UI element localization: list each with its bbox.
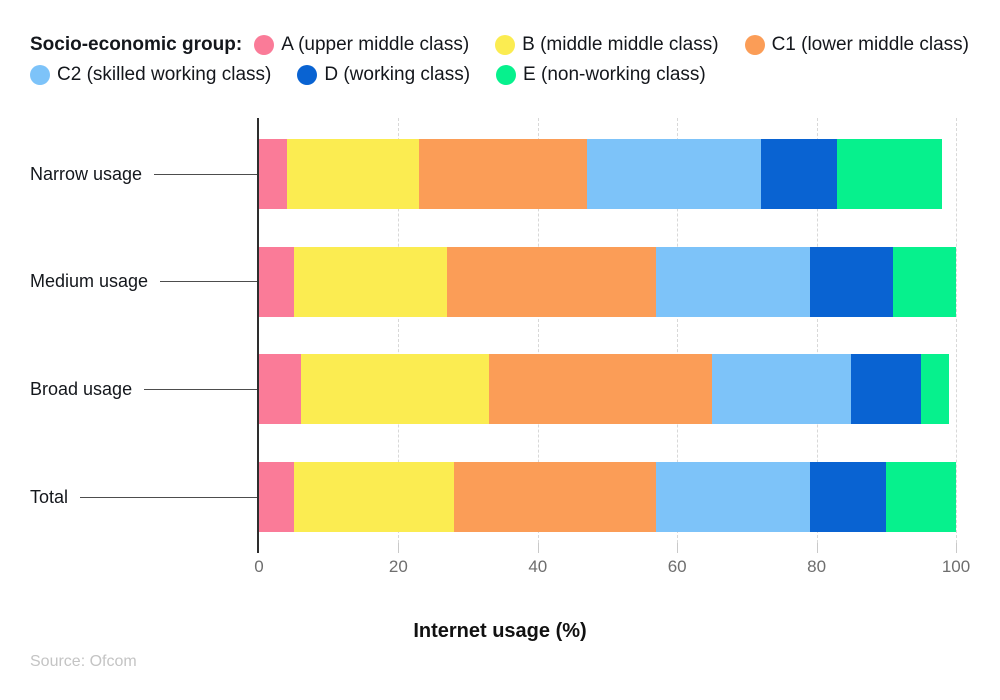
gridline-20 <box>398 118 400 543</box>
bar-segment <box>809 462 887 533</box>
gridline-80 <box>816 118 818 543</box>
bar-segment <box>656 462 810 533</box>
tick-label-40: 40 <box>528 557 548 576</box>
bar-segment <box>293 246 448 317</box>
legend: Socio-economic group: A (upper middle cl… <box>30 30 990 90</box>
category-label: Total <box>30 486 69 507</box>
leader-line <box>144 388 257 390</box>
bar-segment <box>712 354 852 425</box>
category-row: Total <box>30 462 257 532</box>
stacked-bar <box>259 354 949 425</box>
bar-segment <box>259 462 294 533</box>
category-label: Narrow usage <box>30 163 143 184</box>
tick-label-60: 60 <box>667 557 687 576</box>
bar-segment <box>293 462 455 533</box>
legend-swatch-icon <box>496 65 517 85</box>
source-note: Source: Ofcom <box>30 653 137 670</box>
legend-row-2: C2 (skilled working class) D (working cla… <box>30 60 990 90</box>
bar-segment <box>837 139 943 209</box>
axis-tick-80 <box>816 543 818 553</box>
legend-item-label: C1 (lower middle class) <box>771 34 970 55</box>
bar-segment <box>286 139 420 209</box>
bar-segment <box>656 246 810 317</box>
bar-segment <box>454 462 657 533</box>
legend-row-1: Socio-economic group: A (upper middle cl… <box>30 30 990 60</box>
leader-line <box>80 496 257 498</box>
legend-item-label: C2 (skilled working class) <box>57 64 272 85</box>
tick-label-100: 100 <box>941 557 971 576</box>
legend-item-label: D (working class) <box>324 64 471 85</box>
x-axis-title: Internet usage (%) <box>413 620 587 642</box>
legend-item-4: C2 (skilled working class) <box>30 64 271 86</box>
gridline-60 <box>677 118 679 543</box>
legend-swatch-icon <box>495 35 516 55</box>
legend-item-3: C1 (lower middle class) <box>744 34 970 56</box>
bar-segment <box>300 354 489 425</box>
axis-tick-100 <box>956 543 957 553</box>
legend-item-label: B (middle middle class) <box>522 34 719 55</box>
category-label: Medium usage <box>30 271 149 292</box>
category-row: Broad usage <box>30 354 257 424</box>
bar-segment <box>419 139 587 209</box>
bar-segment <box>921 354 949 425</box>
gridline-100 <box>956 118 957 543</box>
tick-label-80: 80 <box>807 557 827 576</box>
legend-swatch-icon <box>254 35 275 55</box>
legend-title: Socio-economic group: <box>30 34 243 55</box>
bar-segment <box>893 246 956 317</box>
bar-segment <box>851 354 922 425</box>
bar-segment <box>760 139 838 209</box>
leader-line <box>160 281 257 283</box>
axis-tick-40 <box>537 543 539 553</box>
bar-segment <box>259 354 301 425</box>
bar-segment <box>447 246 657 317</box>
stacked-bar <box>259 462 956 533</box>
legend-item-5: D (working class) <box>297 64 470 86</box>
bar-segment <box>809 246 894 317</box>
y-axis-line <box>257 118 259 553</box>
category-row: Narrow usage <box>30 139 257 209</box>
stacked-bar <box>259 139 943 209</box>
legend-item-2: B (middle middle class) <box>495 34 719 56</box>
bar-segment <box>489 354 713 425</box>
tick-label-0: 0 <box>254 557 264 576</box>
bar-segment <box>259 246 294 317</box>
category-label: Broad usage <box>30 378 133 399</box>
axis-tick-60 <box>677 543 679 553</box>
axis-tick-20 <box>398 543 400 553</box>
legend-swatch-icon <box>297 65 318 85</box>
bar-segment <box>586 139 761 209</box>
leader-line <box>154 173 257 175</box>
bar-segment <box>259 139 287 209</box>
bar-segment <box>886 462 956 533</box>
legend-swatch-icon <box>30 65 50 85</box>
legend-item-label: A (upper middle class) <box>281 34 470 55</box>
legend-swatch-icon <box>744 35 765 55</box>
stacked-bar <box>259 246 956 317</box>
legend-item-label: E (non-working class) <box>523 64 706 85</box>
tick-label-20: 20 <box>388 557 408 576</box>
category-row: Medium usage <box>30 247 257 317</box>
legend-item-6: E (non-working class) <box>496 64 706 86</box>
legend-item-1: A (upper middle class) <box>254 34 469 56</box>
gridline-40 <box>537 118 539 543</box>
